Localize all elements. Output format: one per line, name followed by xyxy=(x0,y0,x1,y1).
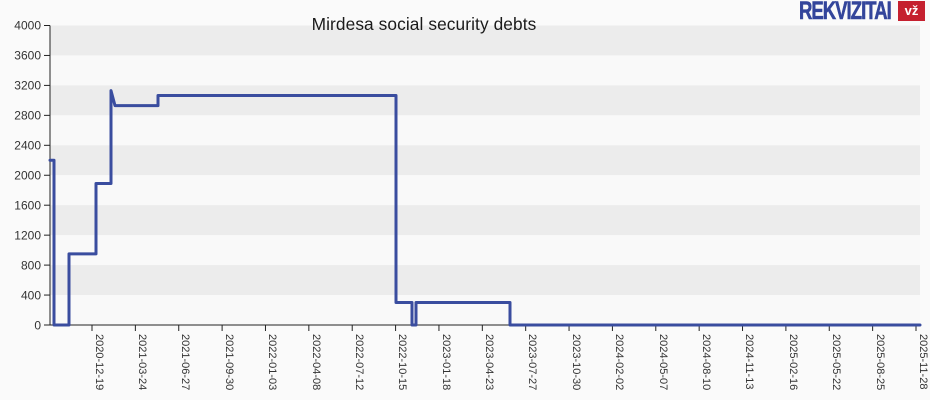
svg-text:2023-07-27: 2023-07-27 xyxy=(526,334,538,390)
svg-text:2025-11-28: 2025-11-28 xyxy=(917,334,929,389)
svg-text:2024-08-10: 2024-08-10 xyxy=(700,334,712,390)
svg-text:0: 0 xyxy=(34,319,41,333)
svg-text:2022-07-12: 2022-07-12 xyxy=(353,334,365,390)
svg-text:1200: 1200 xyxy=(14,229,41,243)
svg-text:2024-11-13: 2024-11-13 xyxy=(743,334,755,389)
svg-text:2400: 2400 xyxy=(14,139,41,153)
svg-text:2021-06-27: 2021-06-27 xyxy=(179,334,191,390)
svg-text:2800: 2800 xyxy=(14,109,41,123)
svg-text:2021-09-30: 2021-09-30 xyxy=(223,334,235,390)
svg-text:400: 400 xyxy=(21,289,41,303)
svg-text:2023-04-23: 2023-04-23 xyxy=(483,334,495,390)
svg-text:2025-08-25: 2025-08-25 xyxy=(874,334,886,390)
svg-text:2000: 2000 xyxy=(14,169,41,183)
svg-text:2024-02-02: 2024-02-02 xyxy=(613,334,625,390)
svg-text:2020-12-19: 2020-12-19 xyxy=(93,334,105,390)
svg-text:2022-01-03: 2022-01-03 xyxy=(266,334,278,390)
svg-text:2023-01-18: 2023-01-18 xyxy=(440,334,452,390)
svg-text:2023-10-30: 2023-10-30 xyxy=(570,334,582,390)
svg-text:2025-05-22: 2025-05-22 xyxy=(830,334,842,390)
svg-text:2022-10-15: 2022-10-15 xyxy=(396,334,408,390)
svg-text:2025-02-16: 2025-02-16 xyxy=(787,334,799,390)
svg-text:1600: 1600 xyxy=(14,199,41,213)
svg-text:3600: 3600 xyxy=(14,49,41,63)
svg-text:3200: 3200 xyxy=(14,79,41,93)
svg-text:2024-05-07: 2024-05-07 xyxy=(657,334,669,390)
svg-text:800: 800 xyxy=(21,259,41,273)
svg-text:2022-04-08: 2022-04-08 xyxy=(310,334,322,390)
svg-text:2021-03-24: 2021-03-24 xyxy=(136,334,148,390)
